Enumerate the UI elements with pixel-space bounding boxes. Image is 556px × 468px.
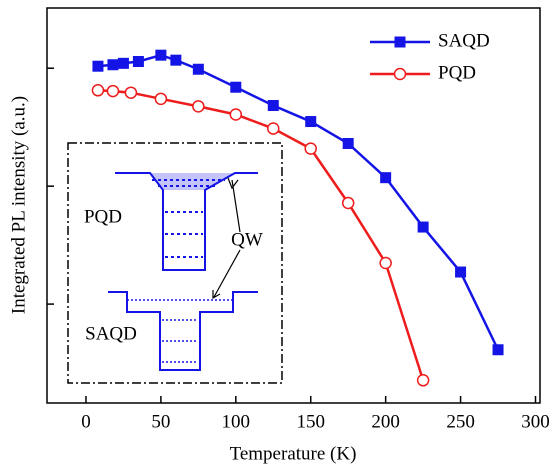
x-tick-label: 0	[81, 411, 91, 432]
data-point	[379, 256, 392, 270]
data-point	[417, 221, 429, 233]
data-point	[342, 137, 354, 149]
inset-label: QW	[231, 229, 263, 250]
data-point	[305, 116, 317, 128]
legend-label: SAQD	[438, 30, 490, 51]
x-tick-label: 200	[371, 411, 400, 432]
data-point	[155, 49, 167, 61]
inset: PQD QW SAQD	[67, 142, 283, 384]
pqd-profile	[115, 172, 258, 271]
pqd-levels	[152, 179, 225, 258]
data-point	[492, 344, 504, 356]
data-point	[192, 63, 204, 75]
data-point	[154, 92, 168, 106]
data-point	[267, 99, 279, 111]
data-point	[304, 142, 317, 155]
data-point	[380, 172, 392, 184]
pqd-wetting	[150, 173, 235, 190]
x-tick-label: 300	[521, 411, 550, 432]
legend-label: PQD	[438, 62, 476, 83]
data-point	[416, 374, 430, 387]
data-point	[267, 122, 280, 135]
x-axis-label: Temperature (K)	[230, 443, 357, 464]
data-point	[124, 86, 138, 99]
inset-frame	[67, 142, 283, 384]
data-point	[92, 60, 104, 72]
saqd-profile	[108, 291, 258, 371]
data-point	[229, 108, 243, 121]
legend-marker	[393, 67, 407, 81]
qw-arrows	[212, 177, 241, 300]
data-point	[230, 81, 242, 93]
data-point	[455, 266, 467, 278]
inset-label: PQD	[84, 206, 122, 227]
data-point	[106, 84, 120, 98]
data-point	[91, 84, 105, 97]
legend-marker	[394, 36, 406, 48]
plot-frame	[46, 7, 541, 404]
x-tick-label: 150	[296, 411, 325, 432]
data-point	[117, 57, 129, 69]
y-axis-label: Integrated PL intensity (a.u.)	[8, 96, 29, 314]
x-tick-label: 100	[222, 411, 251, 432]
data-point	[341, 196, 355, 210]
data-point	[132, 56, 144, 68]
inset-label: SAQD	[85, 323, 137, 344]
x-tick-label: 50	[151, 411, 170, 432]
x-tick-label: 250	[446, 411, 475, 432]
saqd-levels	[127, 299, 233, 363]
data-point	[170, 54, 182, 66]
data-point	[107, 59, 119, 71]
data-point	[192, 100, 205, 113]
